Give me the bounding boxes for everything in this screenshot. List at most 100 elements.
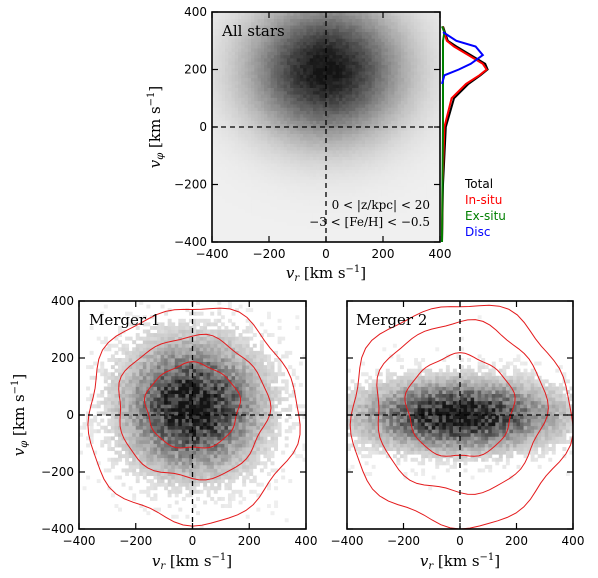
heatmap-cell — [286, 54, 291, 59]
heatmap-cell — [407, 74, 412, 79]
heatmap-cell — [290, 127, 294, 131]
heatmap-cell — [410, 235, 415, 240]
heatmap-cell — [218, 35, 223, 39]
heatmap-cell — [231, 41, 236, 46]
heatmap-cell — [312, 222, 317, 226]
heatmap-cell — [413, 38, 418, 42]
heatmap-cell — [410, 97, 415, 102]
heatmap-cell — [296, 97, 301, 102]
heatmap-cell — [345, 117, 350, 121]
heatmap-cell — [378, 196, 382, 200]
heatmap-cell — [309, 146, 314, 151]
heatmap-cell — [293, 156, 298, 161]
heatmap-cell — [374, 136, 379, 141]
heatmap-cell — [296, 48, 301, 52]
heatmap-cell — [365, 140, 369, 144]
heatmap-cell — [215, 212, 219, 217]
heatmap-cell — [228, 143, 232, 148]
heatmap-cell — [267, 136, 272, 141]
heatmap-cell — [212, 166, 216, 171]
heatmap-cell — [293, 35, 298, 39]
heatmap-cell — [365, 97, 369, 102]
heatmap-cell — [247, 31, 252, 36]
heatmap-cell — [407, 28, 412, 33]
heatmap-cell — [371, 90, 376, 95]
heatmap-cell — [426, 21, 431, 26]
heatmap-cell — [371, 159, 376, 164]
heatmap-cell — [290, 44, 294, 49]
heatmap-cell — [436, 120, 440, 125]
heatmap-cell — [436, 186, 440, 190]
heatmap-cell — [283, 100, 288, 105]
heatmap-cell — [404, 28, 408, 33]
heatmap-cell — [397, 81, 402, 85]
heatmap-cell — [228, 228, 232, 233]
heatmap-cell — [410, 81, 415, 85]
heatmap-cell — [397, 215, 402, 220]
heatmap-cell — [368, 41, 372, 46]
heatmap-cell — [244, 87, 249, 92]
heatmap-cell — [231, 18, 236, 23]
heatmap-cell — [342, 196, 346, 200]
heatmap-cell — [312, 235, 317, 240]
heatmap-cell — [394, 146, 399, 151]
heatmap-cell — [306, 58, 311, 62]
heatmap-cell — [436, 169, 440, 174]
heatmap-cell — [319, 225, 324, 230]
heatmap-cell — [339, 228, 343, 233]
heatmap-cell — [426, 81, 431, 85]
heatmap-cell — [260, 222, 265, 226]
heatmap-cell — [267, 202, 272, 207]
heatmap-cell — [273, 77, 278, 82]
heatmap-cell — [283, 21, 288, 26]
heatmap-cell — [436, 84, 440, 88]
heatmap-cell — [290, 28, 294, 33]
heatmap-cell — [215, 28, 219, 33]
heatmap-cell — [238, 94, 242, 98]
heatmap-cell — [234, 202, 239, 207]
heatmap-cell — [345, 107, 350, 111]
heatmap-cell — [387, 12, 392, 16]
heatmap-cell — [218, 81, 223, 85]
heatmap-cell — [319, 176, 324, 180]
heatmap-cell — [413, 163, 418, 167]
heatmap-cell — [293, 110, 298, 115]
heatmap-cell — [329, 110, 333, 115]
heatmap-cell — [251, 215, 255, 220]
heatmap-cell — [420, 212, 425, 217]
heatmap-cell — [270, 215, 275, 220]
heatmap-cell — [306, 51, 311, 56]
heatmap-cell — [397, 212, 402, 217]
heatmap-cell — [283, 153, 288, 157]
heatmap-cell — [368, 146, 372, 151]
heatmap-cell — [417, 104, 421, 108]
heatmap-cell — [247, 90, 252, 95]
heatmap-cell — [316, 215, 320, 220]
heatmap-cell — [339, 87, 343, 92]
heatmap-cell — [257, 15, 262, 19]
heatmap-cell — [312, 176, 317, 180]
heatmap-cell — [384, 94, 389, 98]
heatmap-cell — [212, 110, 216, 115]
heatmap-cell — [400, 212, 405, 217]
heatmap-cell — [378, 41, 382, 46]
heatmap-cell — [238, 90, 242, 95]
heatmap-cell — [384, 232, 389, 236]
heatmap-cell — [218, 189, 223, 194]
heatmap-cell — [404, 74, 408, 79]
heatmap-cell — [254, 44, 258, 49]
heatmap-cell — [270, 25, 275, 29]
heatmap-cell — [316, 123, 320, 128]
heatmap-cell — [368, 44, 372, 49]
heatmap-cell — [394, 176, 399, 180]
heatmap-cell — [286, 94, 291, 98]
heatmap-cell — [391, 44, 395, 49]
heatmap-cell — [228, 212, 232, 217]
heatmap-cell — [290, 12, 294, 16]
heatmap-cell — [254, 48, 258, 52]
heatmap-cell — [381, 192, 386, 197]
heatmap-cell — [352, 51, 356, 56]
heatmap-cell — [225, 232, 229, 236]
heatmap-cell — [247, 77, 252, 82]
heatmap-cell — [348, 90, 353, 95]
